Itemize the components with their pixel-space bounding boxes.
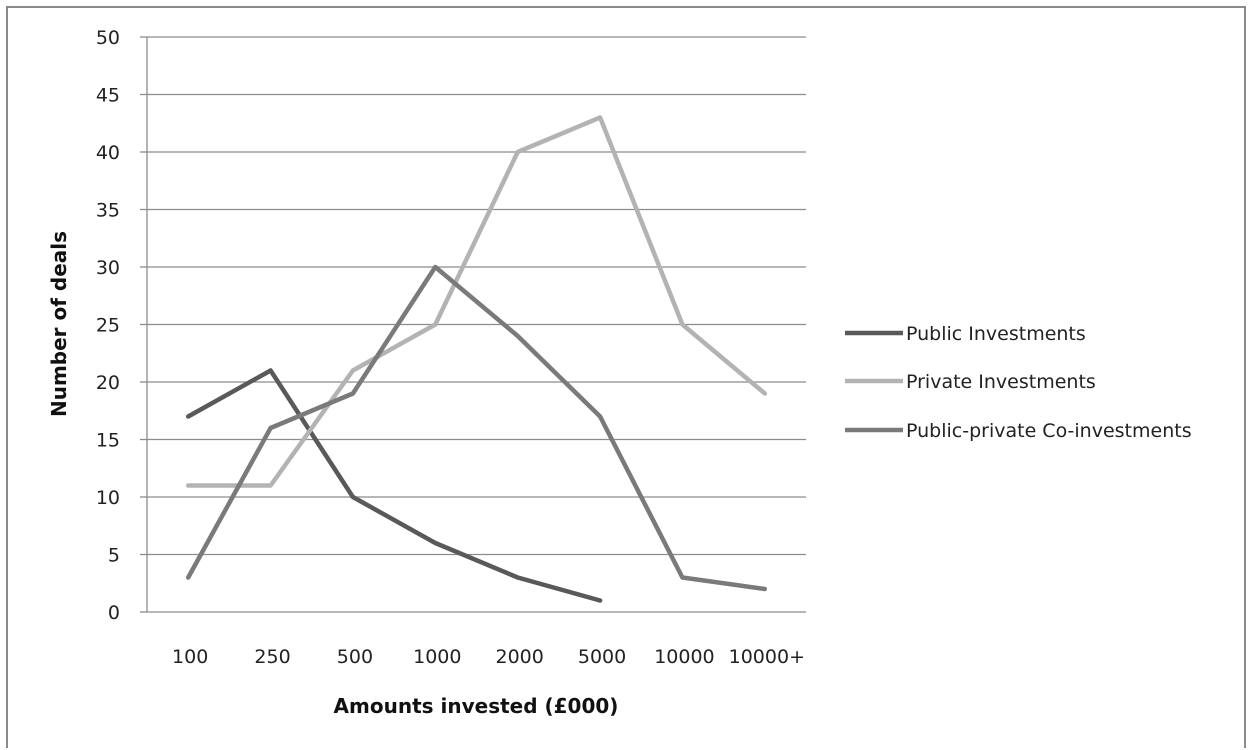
x-tick-label: 250 [254,646,290,668]
y-tick-label: 45 [96,85,120,107]
x-tick-labels: 100 250 500 1000 2000 5000 10000 10000+ [172,646,805,668]
y-tick-label: 15 [96,430,120,452]
x-tick-label: 500 [337,646,373,668]
y-tick-label: 25 [96,315,120,337]
y-axis-title: Number of deals [47,231,71,417]
x-tick-label: 10000+ [729,646,805,668]
y-tick-label: 20 [96,372,120,394]
y-tick-label: 30 [96,257,120,279]
series-line-1 [185,115,768,488]
x-tick-label: 10000 [654,646,714,668]
y-tick-label: 10 [96,487,120,509]
legend-label-1: Private Investments [906,371,1096,393]
x-tick-label: 2000 [496,646,544,668]
x-axis-title: Amounts invested (£000) [334,694,619,718]
y-tick-label: 40 [96,142,120,164]
y-tick-label: 5 [108,545,120,567]
y-tick-label: 0 [108,602,120,624]
legend: Public Investments Private Investments Pub… [845,323,1192,442]
series-line-2 [185,264,768,592]
x-tick-label: 5000 [578,646,626,668]
chart-frame [6,6,1246,748]
y-tick-label: 35 [96,200,120,222]
legend-label-0: Public Investments [906,323,1086,345]
series-lines [185,115,768,603]
series-line-0 [185,368,603,603]
gridlines [140,36,806,613]
x-tick-label: 100 [172,646,208,668]
x-tick-label: 1000 [413,646,461,668]
legend-label-2: Public-private Co-investments [906,420,1192,442]
y-tick-labels: 0 5 10 15 20 25 30 35 40 45 50 [96,27,120,624]
y-tick-label: 50 [96,27,120,49]
